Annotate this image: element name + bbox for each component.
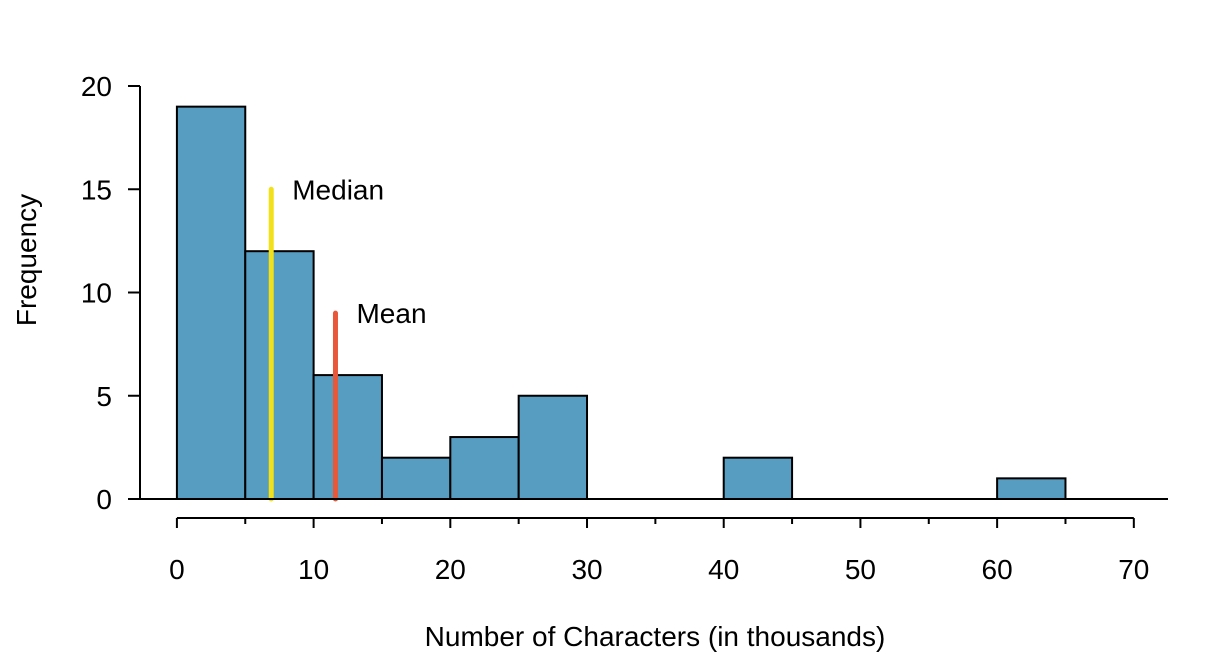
y-tick-label: 5 [96,381,112,412]
y-axis-title: Frequency [11,194,42,326]
histogram-bar [175,105,247,501]
x-tick-label: 50 [845,554,876,585]
histogram-bar [722,456,794,501]
histogram-bar [244,250,315,500]
x-tick-label: 20 [435,554,466,585]
x-tick-label: 60 [982,554,1013,585]
y-tick-label: 15 [81,174,112,205]
x-axis: 0 10 20 30 40 50 60 70 [169,517,1149,585]
x-tick-label: 70 [1118,554,1149,585]
annotation-lines: Median Mean [268,174,427,502]
y-tick-label: 10 [81,278,112,309]
x-axis-title: Number of Characters (in thousands) [425,621,886,652]
histogram-bar [996,477,1067,501]
histogram-bar [380,456,452,501]
y-axis: 0 5 10 15 20 [81,71,141,515]
x-tick-label: 0 [169,554,185,585]
histogram-bar [449,436,520,500]
y-tick-label: 20 [81,71,112,102]
x-tick-label: 40 [708,554,739,585]
x-tick-label: 30 [571,554,602,585]
y-tick-label: 0 [96,484,112,515]
histogram-bar [517,394,589,500]
x-tick-label: 10 [298,554,329,585]
median-label: Median [292,174,384,205]
histogram-bar [312,374,383,501]
histogram-bars [175,105,1067,501]
mean-label: Mean [356,298,426,329]
